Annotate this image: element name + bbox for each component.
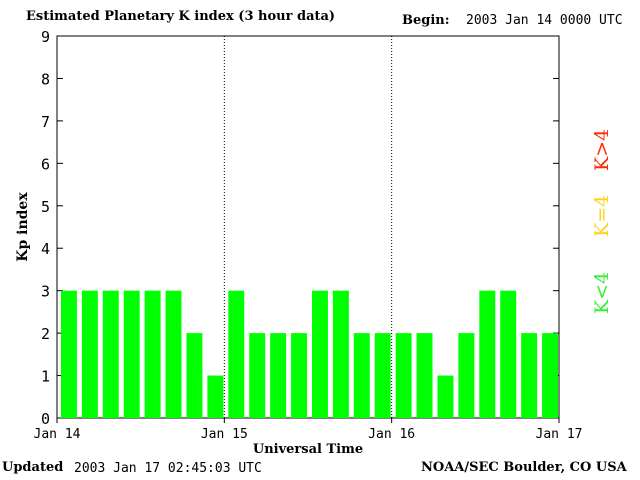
- kp-bar: [353, 333, 370, 418]
- kp-bar: [500, 290, 517, 418]
- x-tick-label: Jan 15: [201, 427, 248, 442]
- chart-title: Estimated Planetary K index (3 hour data…: [26, 9, 336, 24]
- kp-bar: [249, 333, 266, 418]
- y-tick-label: 0: [41, 410, 50, 428]
- legend-k-less-4: K<4: [591, 271, 613, 314]
- legend-k-equal-4: K=4: [591, 194, 613, 237]
- kp-bar: [165, 290, 182, 418]
- kp-bar: [144, 290, 161, 418]
- y-axis-label: Kp index: [15, 192, 31, 262]
- y-tick-label: 2: [41, 325, 50, 343]
- x-tick-label: Jan 17: [536, 427, 583, 442]
- updated-label: Updated: [2, 460, 64, 475]
- y-tick-label: 3: [41, 283, 50, 301]
- kp-bar: [81, 290, 98, 418]
- x-tick-label: Jan 16: [368, 427, 415, 442]
- y-tick-label: 1: [41, 368, 50, 386]
- y-tick-label: 6: [41, 155, 50, 173]
- kp-bar: [542, 333, 558, 418]
- kp-bar: [332, 290, 349, 418]
- kp-bar: [61, 290, 77, 418]
- kp-bar: [312, 290, 328, 418]
- y-tick-label: 9: [41, 28, 50, 46]
- x-axis-label: Universal Time: [253, 442, 363, 457]
- credit-text: NOAA/SEC Boulder, CO USA: [421, 460, 627, 475]
- y-tick-label: 7: [41, 113, 50, 131]
- kp-bar: [479, 290, 496, 418]
- kp-bar: [395, 333, 412, 418]
- kp-bar: [521, 333, 538, 418]
- kp-bar: [270, 333, 287, 418]
- kp-bar: [186, 333, 203, 418]
- plot-frame: [56, 35, 560, 419]
- y-tick-label: 8: [41, 70, 50, 88]
- x-tick-label: Jan 14: [34, 427, 81, 442]
- kp-bar: [437, 375, 454, 418]
- kp-bar: [291, 333, 307, 418]
- kp-bar: [123, 290, 140, 418]
- y-tick-label: 4: [41, 240, 50, 258]
- kp-bar: [416, 333, 433, 418]
- kp-bar: [458, 333, 475, 418]
- kp-bar: [228, 290, 245, 418]
- begin-value: 2003 Jan 14 0000 UTC: [466, 13, 623, 28]
- kp-bar: [207, 375, 224, 418]
- kp-bar: [102, 290, 119, 418]
- kp-bar: [374, 333, 391, 418]
- y-tick-label: 5: [41, 198, 50, 216]
- updated-value: 2003 Jan 17 02:45:03 UTC: [74, 461, 262, 476]
- begin-label: Begin:: [402, 13, 450, 28]
- legend-k-greater-4: K>4: [591, 128, 613, 171]
